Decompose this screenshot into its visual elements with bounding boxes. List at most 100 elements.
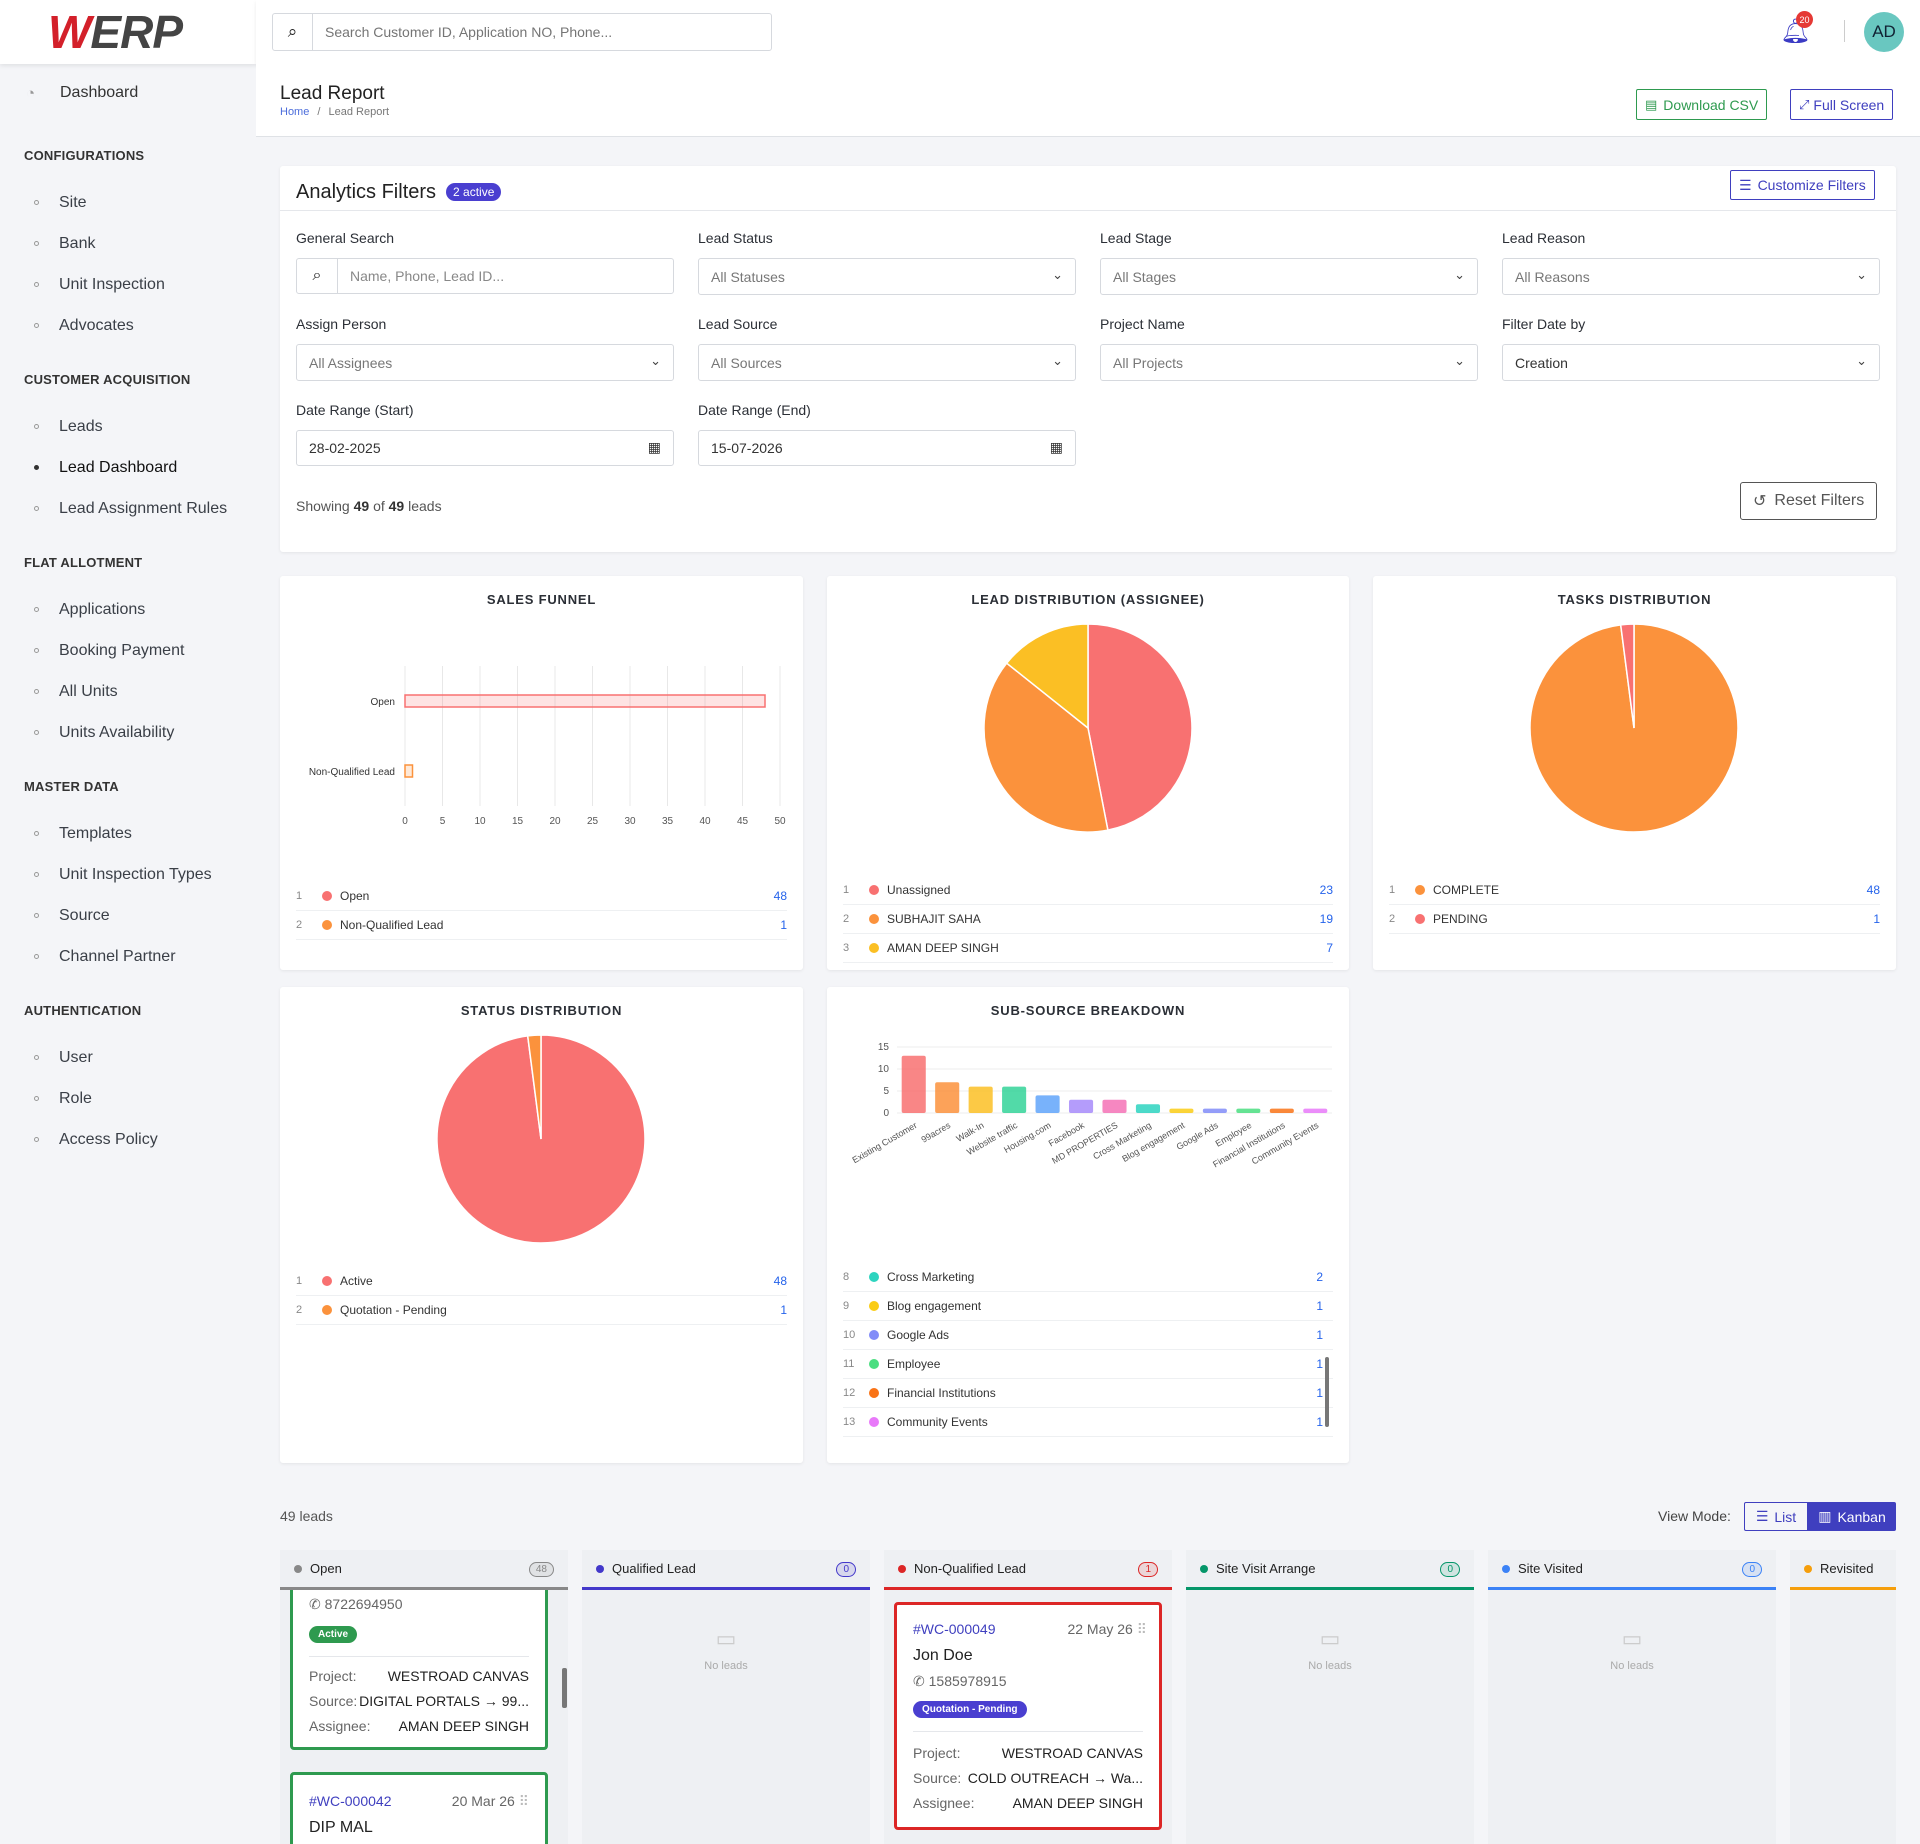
reset-filters-button[interactable]: ↺ Reset Filters [1740, 482, 1878, 520]
legend-index: 2 [843, 913, 850, 925]
general-search-field[interactable]: ⌕ Name, Phone, Lead ID... [296, 258, 674, 294]
sidebar-item-dashboard[interactable]: ◔ Dashboard [0, 64, 256, 122]
sidebar-item-channel-partner[interactable]: Channel Partner [0, 936, 256, 977]
x-tick-label: 20 [549, 816, 561, 827]
status-badge: Active [309, 1626, 358, 1643]
source-row: Source: DIGITAL PORTALS → 99... [309, 1693, 529, 1709]
global-search-input[interactable] [313, 14, 771, 50]
sidebar-item-templates[interactable]: Templates [0, 813, 256, 854]
assign-person-label: Assign Person [296, 316, 387, 332]
date-start-label: Date Range (Start) [296, 402, 414, 418]
lead-status-select[interactable]: All Statuses ⌄ [698, 258, 1076, 295]
legend-color-dot [869, 1301, 879, 1311]
date-end-input[interactable]: 15-07-2026 ▦ [698, 430, 1076, 466]
date-start-input[interactable]: 28-02-2025 ▦ [296, 430, 674, 466]
chart-title: SUB-SOURCE BREAKDOWN [990, 1003, 1186, 1018]
kanban-column-header[interactable]: Qualified Lead 0 [582, 1550, 870, 1590]
kanban-column-header[interactable]: Site Visited 0 [1488, 1550, 1776, 1590]
lead-source-select[interactable]: All Sources ⌄ [698, 344, 1076, 381]
sidebar-item-all-units[interactable]: All Units [0, 671, 256, 712]
lead-distribution-pie [983, 623, 1193, 833]
view-mode-list-button[interactable]: ☰ List [1744, 1502, 1808, 1531]
sidebar-item-booking-payment[interactable]: Booking Payment [0, 630, 256, 671]
x-tick-label: 30 [624, 816, 636, 827]
sidebar-item-label: Dashboard [60, 84, 139, 101]
sidebar-item-unit-inspection[interactable]: Unit Inspection [0, 264, 256, 305]
bar [1169, 1108, 1194, 1113]
bullet-icon [34, 323, 39, 328]
legend-label: AMAN DEEP SINGH [887, 941, 999, 955]
expand-icon: ⤢ [1799, 96, 1810, 112]
sidebar-item-user[interactable]: User [0, 1037, 256, 1078]
kanban-column-header[interactable]: Non-Qualified Lead 1 [884, 1550, 1172, 1590]
lead-reason-select[interactable]: All Reasons ⌄ [1502, 258, 1880, 295]
sidebar-item-role[interactable]: Role [0, 1078, 256, 1119]
kanban-column-header[interactable]: Open 48 [280, 1550, 568, 1590]
view-mode-kanban-button[interactable]: ▥ Kanban [1808, 1502, 1896, 1531]
kanban-column-header[interactable]: Revisited [1790, 1550, 1896, 1590]
status-dot [1804, 1564, 1812, 1573]
sidebar-item-advocates[interactable]: Advocates [0, 305, 256, 346]
lead-card[interactable]: #WC-000049 22 May 26 ⠿ Jon Doe ✆ 1585978… [894, 1602, 1162, 1830]
bar [968, 1086, 993, 1113]
legend-label: PENDING [1433, 912, 1488, 926]
lead-id-link[interactable]: #WC-000042 [309, 1793, 392, 1809]
column-count-badge: 0 [836, 1562, 856, 1577]
legend-color-dot [869, 1359, 879, 1369]
sidebar-item-label: Unit Inspection Types [59, 865, 212, 883]
lead-status-label: Lead Status [698, 230, 773, 246]
legend-color-dot [322, 1305, 332, 1315]
calendar-icon[interactable]: ▦ [647, 439, 661, 455]
drag-handle-icon[interactable]: ⠿ [518, 1793, 529, 1809]
full-screen-button[interactable]: ⤢ Full Screen [1790, 89, 1894, 120]
general-search-placeholder: Name, Phone, Lead ID... [350, 268, 505, 284]
global-search[interactable]: ⌕ [272, 13, 772, 51]
lead-card[interactable]: #WC-000042 20 Mar 26 ⠿ DIP MAL [290, 1772, 548, 1844]
legend-index: 1 [296, 890, 303, 902]
sidebar-item-source[interactable]: Source [0, 895, 256, 936]
app-logo[interactable]: WERP [0, 0, 256, 64]
download-csv-button[interactable]: ▤ Download CSV [1636, 89, 1768, 120]
sidebar-item-label: All Units [59, 682, 118, 700]
kanban-column-header[interactable]: Site Visit Arrange 0 [1186, 1550, 1474, 1590]
lead-card[interactable]: ✆ 8722694950 Active Project: WESTROAD CAN… [290, 1590, 548, 1750]
legend-label: SUBHAJIT SAHA [887, 912, 981, 926]
sub-source-legend-scroll[interactable]: 8 Cross Marketing 2 9 Blog engagement 1 10 Goog… [843, 1263, 1333, 1451]
project-row: Project: WESTROAD CANVAS [309, 1668, 529, 1684]
customize-filters-button[interactable]: ☰ Customize Filters [1730, 170, 1875, 200]
bullet-icon [34, 506, 39, 511]
sidebar-item-bank[interactable]: Bank [0, 223, 256, 264]
sidebar-item-unit-inspection-types[interactable]: Unit Inspection Types [0, 854, 256, 895]
drag-handle-icon[interactable]: ⠿ [1136, 1621, 1147, 1637]
sidebar-item-label: Source [59, 906, 110, 924]
project-name-select[interactable]: All Projects ⌄ [1100, 344, 1478, 381]
scrollbar-thumb[interactable] [1325, 1357, 1329, 1427]
sidebar-item-lead-dashboard[interactable]: Lead Dashboard [0, 447, 256, 488]
lead-stage-select[interactable]: All Stages ⌄ [1100, 258, 1478, 295]
chart-title: SALES FUNNEL [486, 592, 597, 607]
breadcrumb-separator: / [317, 106, 321, 118]
breadcrumb-home-link[interactable]: Home [280, 106, 310, 118]
legend-value: 23 [1319, 883, 1333, 897]
sidebar-item-leads[interactable]: Leads [0, 406, 256, 447]
legend-label: Employee [887, 1357, 941, 1371]
scrollbar-thumb[interactable] [562, 1668, 567, 1708]
assign-person-select[interactable]: All Assignees ⌄ [296, 344, 674, 381]
empty-text: No leads [1308, 1660, 1352, 1672]
calendar-icon[interactable]: ▦ [1049, 439, 1063, 455]
breadcrumb: Home / Lead Report [280, 106, 389, 118]
status-dot [596, 1564, 604, 1573]
sidebar-item-lead-assignment-rules[interactable]: Lead Assignment Rules [0, 488, 256, 529]
bullet-icon [34, 282, 39, 287]
legend-label: Unassigned [887, 883, 951, 897]
lead-id-link[interactable]: #WC-000049 [913, 1621, 996, 1637]
sidebar-item-access-policy[interactable]: Access Policy [0, 1119, 256, 1160]
search-icon: ⌕ [273, 14, 313, 50]
bullet-icon [34, 465, 39, 470]
sidebar-item-site[interactable]: Site [0, 182, 256, 223]
inbox-icon: ▭ [1319, 1626, 1341, 1651]
sidebar-item-units-availability[interactable]: Units Availability [0, 712, 256, 753]
sidebar-item-applications[interactable]: Applications [0, 589, 256, 630]
filter-date-by-select[interactable]: Creation ⌄ [1502, 344, 1880, 381]
user-avatar[interactable]: AD [1864, 12, 1904, 52]
